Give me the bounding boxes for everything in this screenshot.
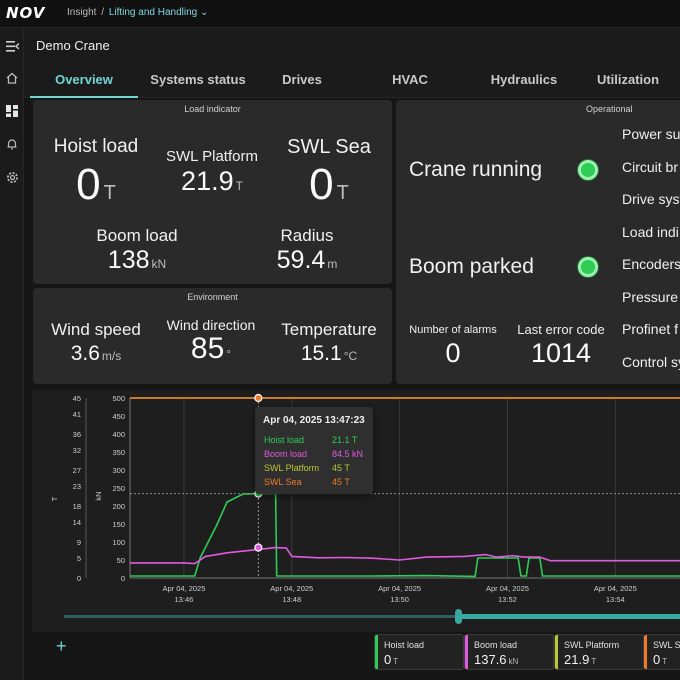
time-range-selection[interactable] — [458, 614, 680, 619]
card-title: Environment — [187, 292, 238, 302]
swl-platform-label: SWL Platform — [166, 148, 258, 165]
status-item-power-supply: Power sup — [622, 126, 680, 142]
home-icon[interactable] — [4, 70, 20, 86]
temperature-value: 15.1 °C — [300, 342, 358, 365]
side-rail — [0, 28, 24, 680]
legend-name: Boom load — [474, 640, 518, 650]
page-header: Demo Crane — [24, 28, 680, 62]
time-range-track[interactable] — [64, 615, 680, 618]
legend-card-boom-load[interactable]: Boom load 137.6 kN — [464, 634, 554, 670]
legend-color-bar — [644, 635, 647, 669]
tooltip-row-name: SWL Sea — [264, 477, 302, 487]
status-item-load-indicator: Load indi — [622, 223, 679, 240]
legend-card-swl-sea[interactable]: SWL Sea 0T — [643, 634, 680, 670]
tab-utilization[interactable]: Utilization — [596, 72, 660, 87]
wind-speed-label: Wind speed — [51, 320, 141, 339]
tooltip-row-value: 84.5 kN — [332, 449, 364, 459]
legend-color-bar — [465, 635, 468, 669]
boom-load-value: 138 kN — [107, 246, 167, 274]
tooltip-row-value: 45 T — [332, 463, 350, 473]
boom-parked-indicator — [578, 257, 598, 277]
dashboard-icon[interactable] — [4, 103, 20, 119]
status-item-profinet: Profinet f — [622, 321, 679, 337]
tab-hvac[interactable]: HVAC — [392, 72, 428, 87]
boom-parked-label: Boom parked — [409, 255, 534, 278]
tab-systems-status[interactable]: Systems status — [150, 72, 246, 87]
breadcrumb-separator: / — [101, 7, 105, 18]
operational-status-list: Power sup Circuit br Drive syst Load ind… — [622, 126, 680, 384]
gear-icon[interactable] — [4, 169, 20, 185]
wind-direction-label: Wind direction — [166, 317, 256, 333]
tab-bar: Overview Systems status Drives HVAC Hydr… — [24, 62, 680, 98]
top-bar: NOV Insight / Lifting and Handling ⌄ — [0, 0, 680, 28]
tooltip-row-value: 21.1 T — [332, 435, 358, 445]
card-title: Operational — [586, 104, 633, 114]
legend-name: SWL Sea — [653, 640, 680, 650]
crane-running-indicator — [578, 160, 598, 180]
temperature-label: Temperature — [281, 320, 377, 339]
menu-collapse-icon[interactable] — [4, 38, 20, 54]
card-title: Load indicator — [184, 104, 241, 114]
legend-name: SWL Platform — [564, 640, 620, 650]
alarms-label: Number of alarms — [409, 324, 497, 336]
operational-card: Operational Crane running Boom parked Nu… — [396, 100, 680, 384]
legend-card-swl-platform[interactable]: SWL Platform 21.9 T — [554, 634, 644, 670]
environment-card: Environment Wind speed 3.6 m/s Wind direc… — [33, 288, 392, 384]
add-series-button[interactable]: + — [56, 636, 67, 656]
tooltip-title: Apr 04, 2025 13:47:23 — [263, 415, 365, 426]
tab-overview[interactable]: Overview — [30, 62, 138, 98]
last-error-value: 1014 — [530, 338, 592, 368]
swl-sea-label: SWL Sea — [287, 136, 371, 158]
tooltip-row-name: Hoist load — [264, 435, 305, 445]
boom-load-label: Boom load — [96, 226, 178, 245]
wind-speed-value: 3.6 m/s — [70, 342, 122, 365]
swl-platform-value: 21.9 T — [181, 166, 243, 196]
time-range-handle[interactable] — [455, 609, 462, 624]
tooltip-row-name: SWL Platform — [264, 463, 320, 473]
legend-color-bar — [555, 635, 558, 669]
breadcrumb-section[interactable]: Lifting and Handling ⌄ — [108, 7, 209, 18]
nov-logo[interactable]: NOV — [6, 4, 46, 22]
status-item-circuit-breaker: Circuit br — [622, 158, 679, 175]
crane-running-label: Crane running — [409, 158, 543, 181]
breadcrumb-root[interactable]: Insight — [67, 7, 97, 18]
legend-value: 21.9 T — [564, 652, 597, 667]
status-item-control-system: Control sy — [622, 353, 680, 370]
tooltip-row-value: 45 T — [332, 477, 350, 487]
page-title: Demo Crane — [36, 38, 110, 53]
tab-drives[interactable]: Drives — [282, 72, 322, 87]
chart-tooltip: Apr 04, 2025 13:47:23 Hoist load 21.1 T … — [255, 407, 373, 494]
status-item-drive-system: Drive syst — [622, 191, 680, 207]
last-error-label: Last error code — [517, 322, 605, 337]
legend-name: Hoist load — [384, 640, 425, 650]
radius-value: 59.4 m — [276, 246, 338, 274]
legend-value: 137.6 kN — [474, 652, 519, 667]
bell-icon[interactable] — [4, 136, 20, 152]
tooltip-row-name: Boom load — [264, 449, 308, 459]
wind-direction-value: 85 ° — [190, 332, 232, 365]
hoist-load-label: Hoist load — [53, 136, 139, 157]
breadcrumb: Insight / Lifting and Handling ⌄ — [67, 7, 208, 18]
status-item-pressure: Pressure a — [622, 288, 680, 305]
chevron-down-icon: ⌄ — [200, 7, 209, 18]
alarms-value: 0 — [445, 338, 461, 368]
status-item-encoders: Encoders — [622, 256, 680, 272]
tab-hydraulics[interactable]: Hydraulics — [490, 72, 558, 87]
legend-color-bar — [375, 635, 378, 669]
radius-label: Radius — [280, 226, 334, 245]
